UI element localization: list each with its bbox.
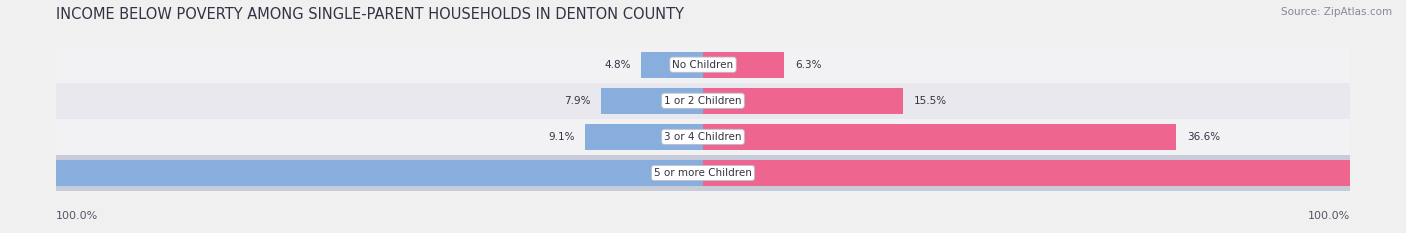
Text: No Children: No Children bbox=[672, 60, 734, 70]
Text: 1 or 2 Children: 1 or 2 Children bbox=[664, 96, 742, 106]
Bar bbox=[703, 160, 1406, 186]
Bar bbox=[703, 52, 785, 78]
Text: 100.0%: 100.0% bbox=[56, 211, 98, 221]
Bar bbox=[56, 119, 1350, 155]
Bar bbox=[600, 88, 703, 114]
Bar bbox=[0, 160, 703, 186]
Text: 5 or more Children: 5 or more Children bbox=[654, 168, 752, 178]
Text: 4.8%: 4.8% bbox=[605, 60, 630, 70]
Bar bbox=[703, 88, 904, 114]
Bar bbox=[641, 52, 703, 78]
Bar bbox=[56, 47, 1350, 83]
Text: 9.1%: 9.1% bbox=[548, 132, 575, 142]
Text: 3 or 4 Children: 3 or 4 Children bbox=[664, 132, 742, 142]
Text: 6.3%: 6.3% bbox=[794, 60, 821, 70]
Text: Source: ZipAtlas.com: Source: ZipAtlas.com bbox=[1281, 7, 1392, 17]
Bar bbox=[56, 155, 1350, 191]
Text: 15.5%: 15.5% bbox=[914, 96, 948, 106]
Bar bbox=[56, 83, 1350, 119]
Text: 36.6%: 36.6% bbox=[1187, 132, 1220, 142]
Text: INCOME BELOW POVERTY AMONG SINGLE-PARENT HOUSEHOLDS IN DENTON COUNTY: INCOME BELOW POVERTY AMONG SINGLE-PARENT… bbox=[56, 7, 685, 22]
Text: 7.9%: 7.9% bbox=[564, 96, 591, 106]
Bar bbox=[585, 124, 703, 150]
Text: 100.0%: 100.0% bbox=[1308, 211, 1350, 221]
Bar bbox=[703, 124, 1177, 150]
